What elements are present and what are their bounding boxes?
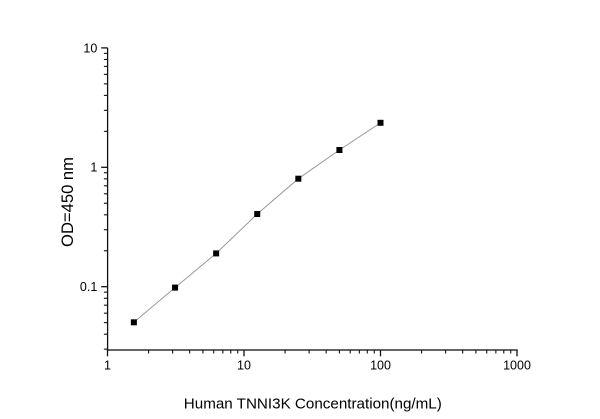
svg-text:OD=450 nm: OD=450 nm	[58, 157, 77, 247]
svg-text:0.1: 0.1	[80, 280, 97, 294]
svg-text:1000: 1000	[503, 359, 531, 373]
svg-text:10: 10	[83, 41, 97, 55]
svg-text:100: 100	[370, 359, 391, 373]
svg-text:Human TNNI3K Concentration(ng/: Human TNNI3K Concentration(ng/mL)	[184, 395, 442, 412]
svg-text:1: 1	[104, 359, 111, 373]
svg-text:1: 1	[90, 161, 97, 175]
svg-text:10: 10	[237, 359, 251, 373]
